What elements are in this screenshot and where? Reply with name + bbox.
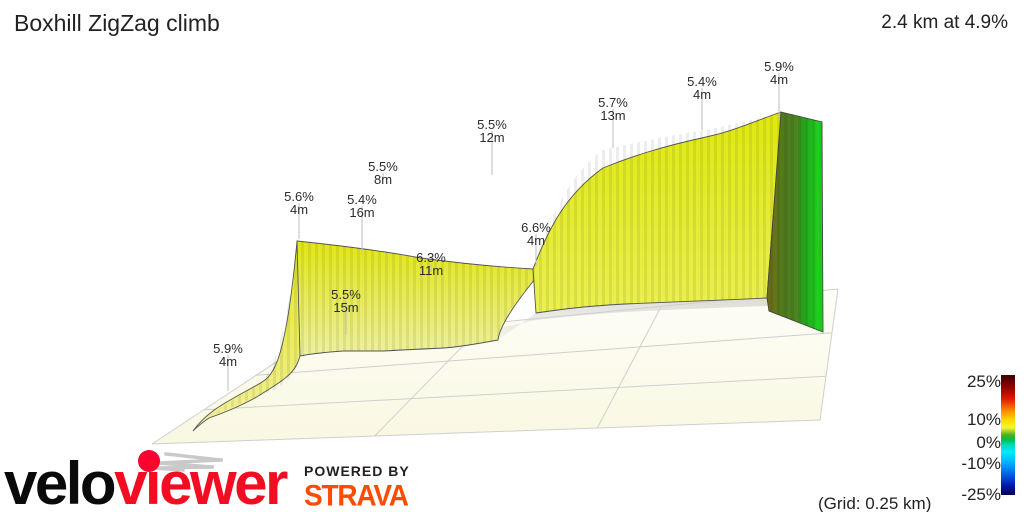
svg-text:8m: 8m <box>374 172 392 187</box>
svg-text:12m: 12m <box>479 130 504 145</box>
svg-text:4m: 4m <box>770 72 788 87</box>
svg-text:4m: 4m <box>693 87 711 102</box>
svg-text:4m: 4m <box>527 233 545 248</box>
svg-text:15m: 15m <box>333 300 358 315</box>
svg-text:11m: 11m <box>419 263 443 278</box>
svg-text:4m: 4m <box>290 202 308 217</box>
svg-text:16m: 16m <box>349 205 374 220</box>
svg-text:13m: 13m <box>600 108 625 123</box>
svg-text:veloviewer: veloviewer <box>4 452 288 512</box>
svg-text:4m: 4m <box>219 354 237 369</box>
